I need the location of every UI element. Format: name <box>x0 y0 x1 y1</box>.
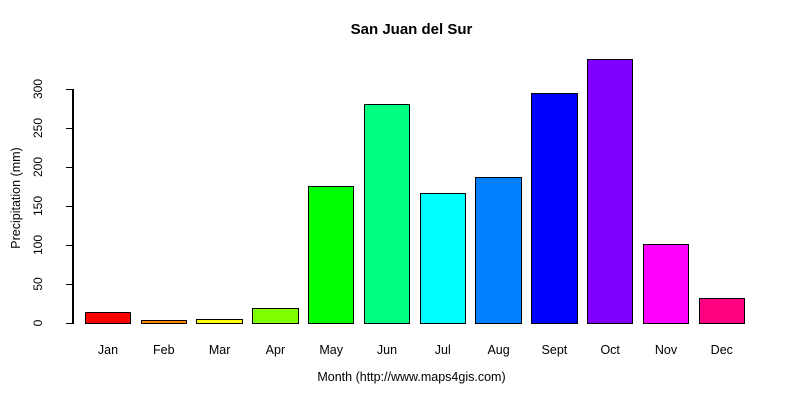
chart-title: San Juan del Sur <box>350 21 473 38</box>
xtick-label-jun: Jun <box>376 343 398 357</box>
ytick-label-150: 150 <box>31 196 45 217</box>
bar-aug <box>475 177 522 324</box>
ytick-0 <box>66 322 73 324</box>
bar-apr <box>252 307 299 324</box>
xtick-label-feb: Feb <box>153 343 175 357</box>
ytick-300 <box>66 88 73 90</box>
xtick-label-may: May <box>319 343 343 357</box>
bar-dec <box>698 298 746 324</box>
xtick-label-dec: Dec <box>710 343 733 357</box>
xtick-label-jul: Jul <box>434 343 451 357</box>
ytick-50 <box>66 283 73 285</box>
ytick-200 <box>66 166 73 168</box>
bar-jan <box>84 312 132 324</box>
bar-sept <box>531 93 578 324</box>
bar-mar <box>196 318 243 324</box>
xtick-label-oct: Oct <box>600 343 620 357</box>
bar-jul <box>419 193 467 324</box>
bar-feb <box>140 320 188 324</box>
ytick-label-250: 250 <box>31 118 45 139</box>
xtick-label-apr: Apr <box>265 343 286 357</box>
bar-jun <box>363 104 411 324</box>
ytick-label-0: 0 <box>31 319 45 327</box>
ytick-100 <box>66 244 73 246</box>
ytick-label-100: 100 <box>31 235 45 256</box>
ytick-label-200: 200 <box>31 157 45 178</box>
ytick-250 <box>66 127 73 129</box>
bar-nov <box>642 243 690 324</box>
ytick-label-300: 300 <box>31 79 45 100</box>
bar-oct <box>586 58 634 324</box>
xtick-label-nov: Nov <box>654 343 678 357</box>
x-axis-title: Month (http://www.maps4gis.com) <box>317 370 506 384</box>
xtick-label-sept: Sept <box>541 343 568 357</box>
ytick-label-50: 50 <box>31 277 45 291</box>
bar-may <box>307 186 355 324</box>
y-axis-title: Precipitation (mm) <box>9 147 23 249</box>
xtick-label-jan: Jan <box>97 343 119 357</box>
xtick-label-aug: Aug <box>487 343 510 357</box>
ytick-150 <box>66 205 73 207</box>
xtick-label-mar: Mar <box>208 343 231 357</box>
